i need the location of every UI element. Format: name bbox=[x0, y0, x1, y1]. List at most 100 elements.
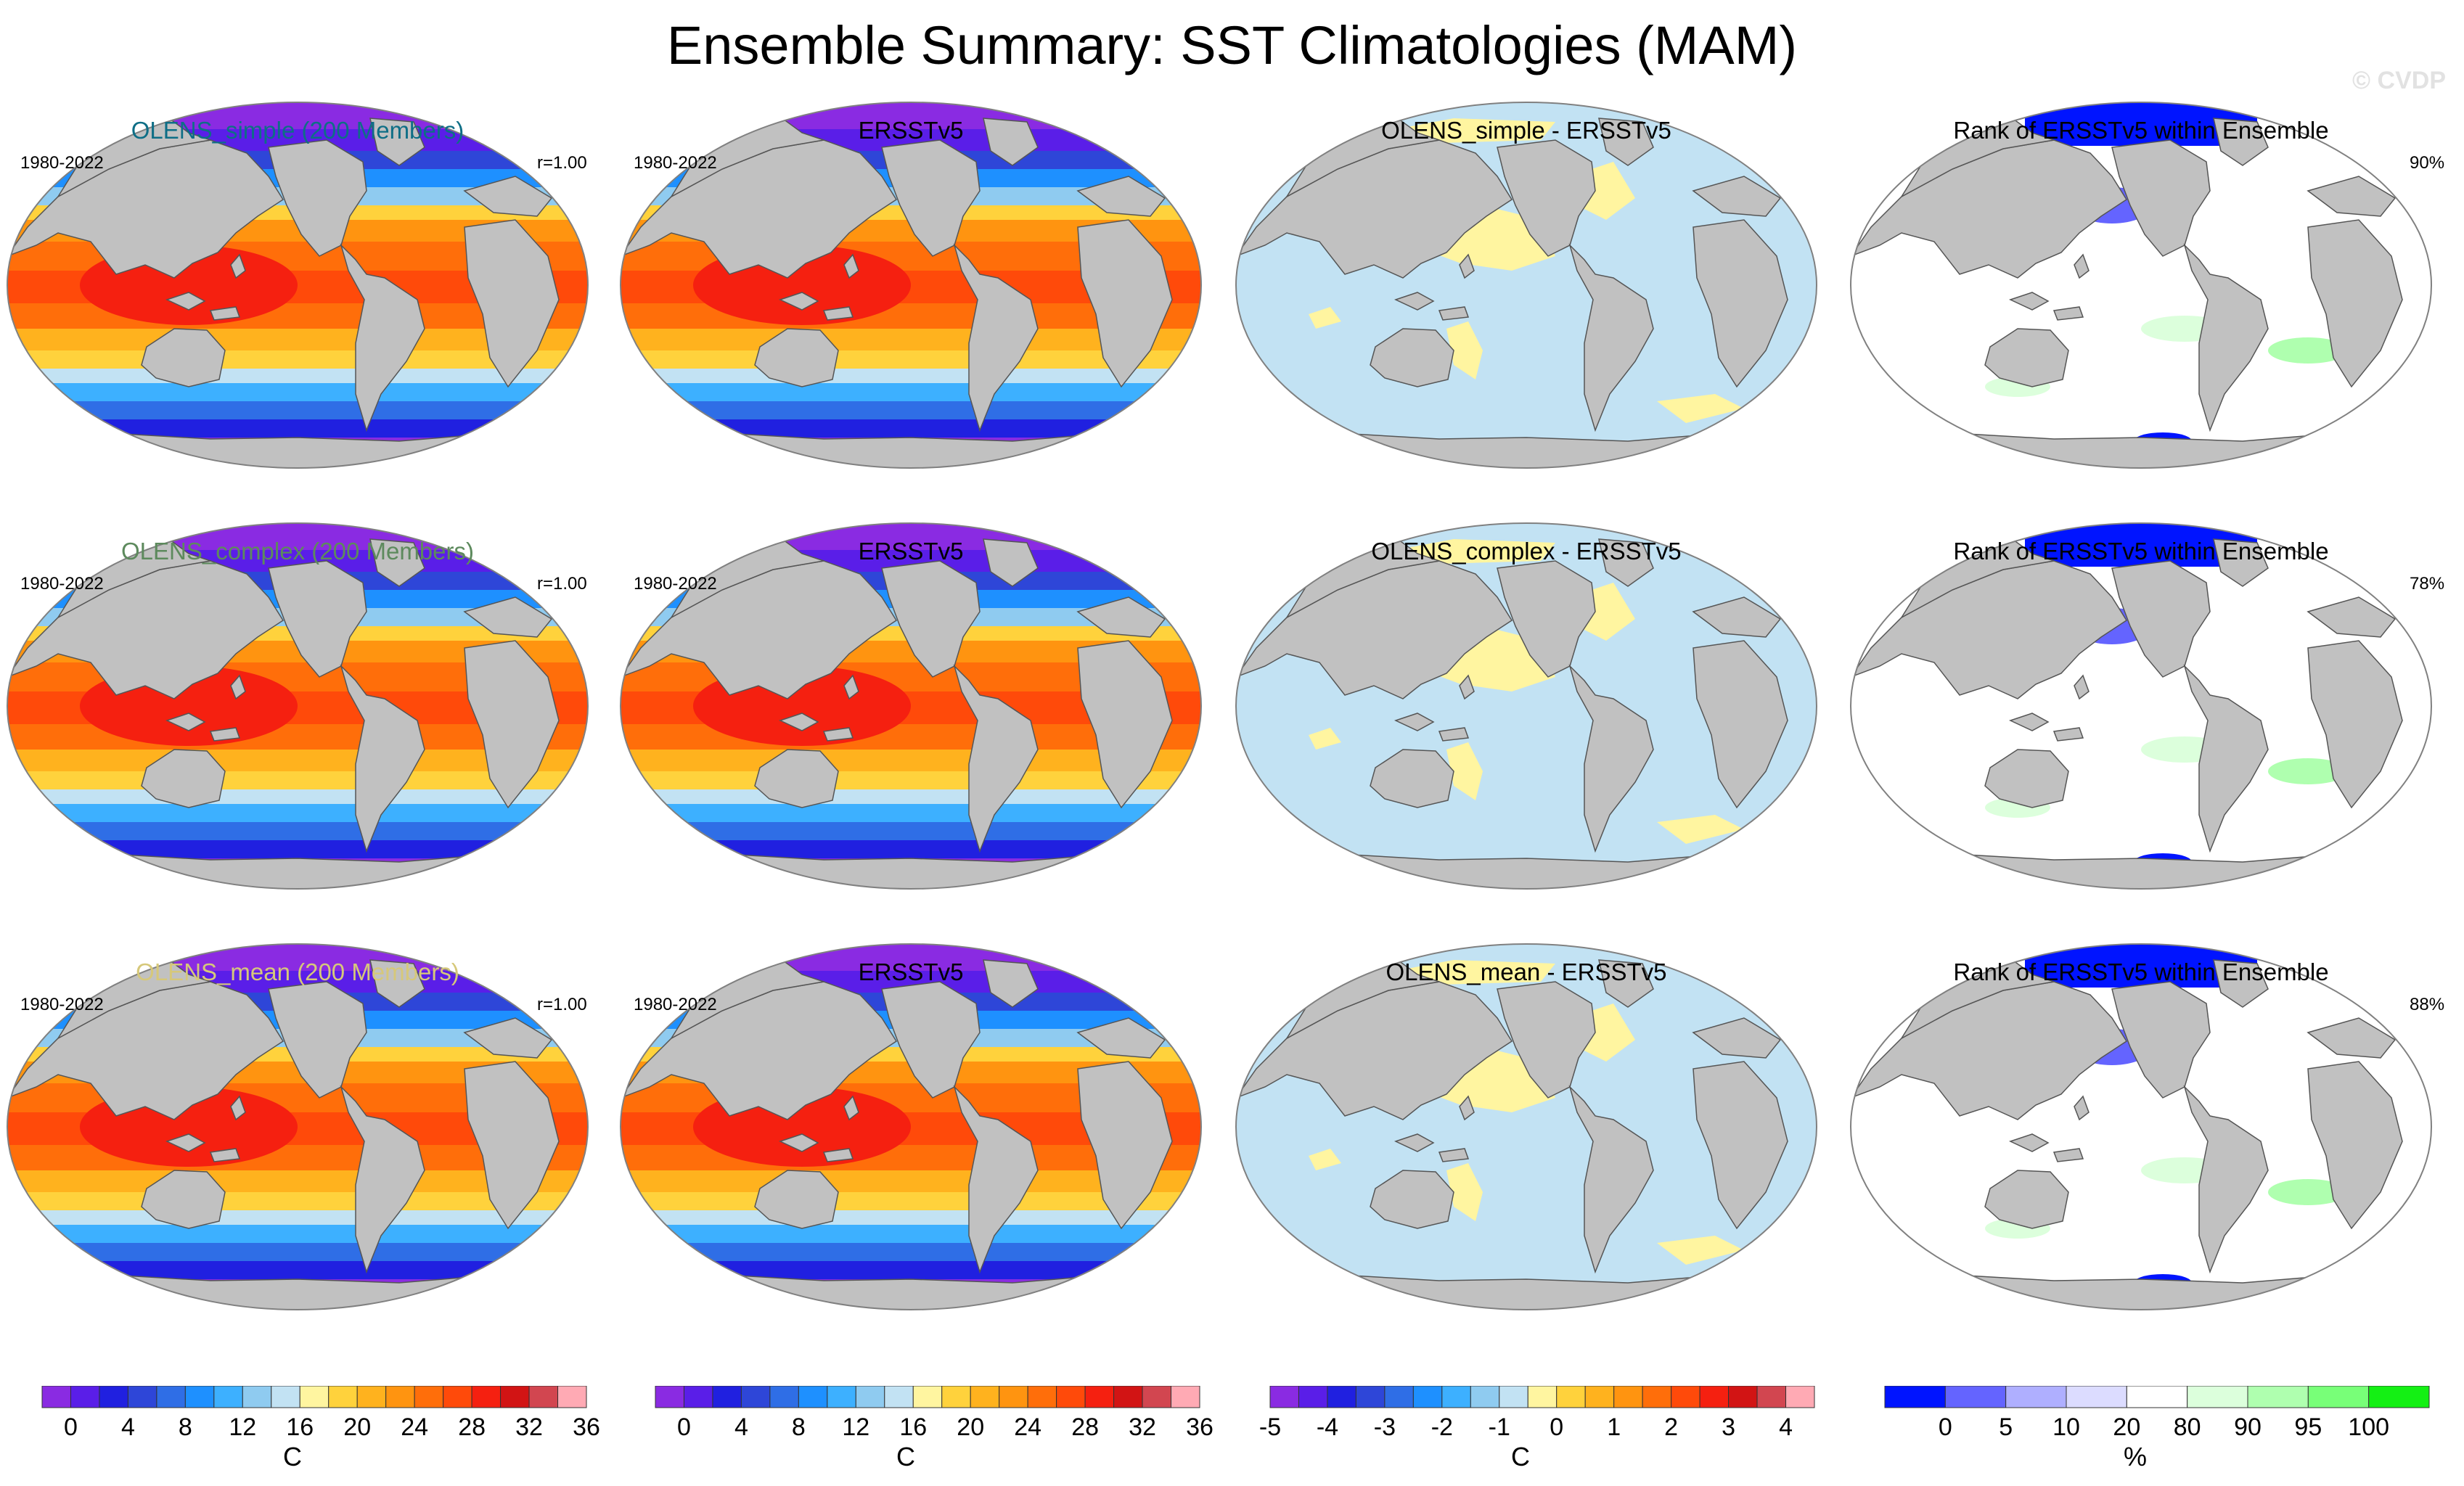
colorbar-tick-label: 16 bbox=[286, 1413, 314, 1441]
colorbar-tick-label: 24 bbox=[401, 1413, 428, 1441]
panel-title-ensemble-row2: OLENS_complex (200 Members) bbox=[120, 538, 474, 565]
colorbar-tick-label: 32 bbox=[515, 1413, 543, 1441]
map-frame bbox=[7, 522, 589, 890]
colorbar-swatch bbox=[41, 1386, 71, 1408]
colorbar-2: 0 4 8 12 16 20 24 28 32 36 C bbox=[655, 1386, 1213, 1471]
land-shape-4 bbox=[209, 727, 241, 742]
land-shape-9 bbox=[2307, 640, 2403, 809]
colorbar-tick-label: 28 bbox=[458, 1413, 486, 1441]
land-shape-5 bbox=[230, 253, 246, 279]
sst-band-15 bbox=[621, 419, 1201, 438]
colorbar-unit-label: C bbox=[283, 1442, 302, 1471]
map-frame bbox=[7, 943, 589, 1310]
map-frame bbox=[620, 943, 1202, 1310]
sst-band-15 bbox=[621, 1261, 1201, 1279]
land-shape-5 bbox=[1459, 1095, 1475, 1121]
rank-high-3 bbox=[2268, 758, 2348, 784]
colorbar-swatch bbox=[2307, 1386, 2370, 1408]
land-shape-8 bbox=[983, 118, 1039, 166]
land-shape-2 bbox=[754, 1170, 839, 1229]
colorbar-swatch bbox=[213, 1386, 243, 1408]
sst-band-14 bbox=[7, 1243, 588, 1261]
land-shape-9 bbox=[2307, 1061, 2403, 1230]
land-shape-8 bbox=[369, 118, 425, 166]
land-shape-10 bbox=[1076, 176, 1166, 217]
land-shape-8 bbox=[983, 538, 1039, 587]
colorbar-swatch bbox=[1142, 1386, 1172, 1408]
colorbar-swatch bbox=[1944, 1386, 2007, 1408]
colorbar-tick-label: 12 bbox=[229, 1413, 256, 1441]
colorbar-swatch bbox=[941, 1386, 971, 1408]
map-rank-row1 bbox=[1850, 102, 2432, 469]
colorbar-swatch bbox=[1884, 1386, 1946, 1408]
rank-percent-label: 78% bbox=[2410, 574, 2445, 594]
colorbar-swatch bbox=[2005, 1386, 2067, 1408]
colorbar-swatch bbox=[385, 1386, 415, 1408]
colorbar-swatch bbox=[471, 1386, 502, 1408]
land-shape-10 bbox=[463, 596, 553, 638]
land-shape-8 bbox=[1598, 538, 1654, 587]
map-frame bbox=[1235, 522, 1817, 890]
map-obs-row2 bbox=[620, 522, 1202, 890]
colorbar-swatch bbox=[356, 1386, 387, 1408]
land-shape-9 bbox=[464, 640, 560, 809]
colorbar-tick-label: 90 bbox=[2234, 1413, 2262, 1441]
panel-title-ensemble-row1: OLENS_simple (200 Members) bbox=[131, 117, 464, 144]
sst-band-15 bbox=[621, 840, 1201, 858]
colorbar-tick-label: 1 bbox=[1607, 1413, 1621, 1441]
colorbar-tick-label: 95 bbox=[2294, 1413, 2322, 1441]
years-label: 1980-2022 bbox=[20, 995, 104, 1014]
colorbar-tick-label: 16 bbox=[899, 1413, 927, 1441]
colorbar-swatch bbox=[1756, 1386, 1787, 1408]
land-shape-8 bbox=[2213, 959, 2269, 1008]
colorbar-swatch bbox=[1027, 1386, 1057, 1408]
years-label: 1980-2022 bbox=[634, 995, 717, 1014]
figure-title: Ensemble Summary: SST Climatologies (MAM… bbox=[666, 15, 1798, 75]
land-shape-5 bbox=[2074, 1095, 2090, 1121]
map-content bbox=[1236, 102, 1817, 468]
colorbar-tick-label: 36 bbox=[573, 1413, 600, 1441]
map-obs-row3 bbox=[620, 943, 1202, 1310]
land-shape-10 bbox=[1076, 1017, 1166, 1059]
colorbar-tick-label: 0 bbox=[677, 1413, 691, 1441]
colorbar-tick-label: 3 bbox=[1722, 1413, 1735, 1441]
map-content bbox=[1236, 523, 1817, 889]
land-shape-4 bbox=[822, 727, 854, 742]
colorbar-tick-label: 4 bbox=[734, 1413, 748, 1441]
map-diff-row3 bbox=[1235, 943, 1817, 1310]
land-shape-7 bbox=[340, 1085, 425, 1274]
sst-band-15 bbox=[7, 1261, 588, 1279]
years-label: 1980-2022 bbox=[634, 574, 717, 594]
land-shape-4 bbox=[1438, 1148, 1470, 1162]
land-shape-10 bbox=[2307, 1017, 2397, 1059]
colorbar-1: 0 4 8 12 16 20 24 28 32 36 C bbox=[41, 1386, 600, 1471]
colorbar-swatch bbox=[271, 1386, 300, 1408]
colorbar-swatch bbox=[1355, 1386, 1386, 1408]
map-frame bbox=[620, 102, 1202, 469]
correlation-label: r=1.00 bbox=[537, 995, 587, 1014]
land-shape-10 bbox=[2307, 596, 2397, 638]
colorbar-swatch bbox=[1084, 1386, 1115, 1408]
cvdp-watermark: © CVDP bbox=[2352, 67, 2446, 94]
land-shape-5 bbox=[843, 1095, 859, 1121]
colorbar-swatch bbox=[299, 1386, 330, 1408]
land-shape-8 bbox=[369, 959, 425, 1008]
years-label: 1980-2022 bbox=[20, 574, 104, 594]
colorbar-swatch bbox=[1269, 1386, 1299, 1408]
colorbar-4: 0 5 10 20 80 90 95 100% bbox=[1884, 1386, 2430, 1471]
colorbar-swatch bbox=[683, 1386, 713, 1408]
colorbar-tick-label: -5 bbox=[1259, 1413, 1281, 1441]
land-shape-9 bbox=[1077, 1061, 1173, 1230]
land-shape-8 bbox=[1598, 959, 1654, 1008]
panel-title-rank-row3: Rank of ERSSTv5 within Ensemble bbox=[1953, 958, 2329, 985]
land-shape-4 bbox=[822, 306, 854, 321]
colorbar-swatch bbox=[1671, 1386, 1700, 1408]
colorbar-swatch bbox=[528, 1386, 559, 1408]
land-shape-9 bbox=[464, 219, 560, 388]
colorbar-swatch bbox=[1527, 1386, 1558, 1408]
land-shape-3 bbox=[2008, 292, 2050, 311]
land-shape-4 bbox=[822, 1148, 854, 1162]
colorbar-swatch bbox=[798, 1386, 828, 1408]
sst-band-13 bbox=[7, 804, 588, 822]
map-frame bbox=[1850, 102, 2432, 469]
